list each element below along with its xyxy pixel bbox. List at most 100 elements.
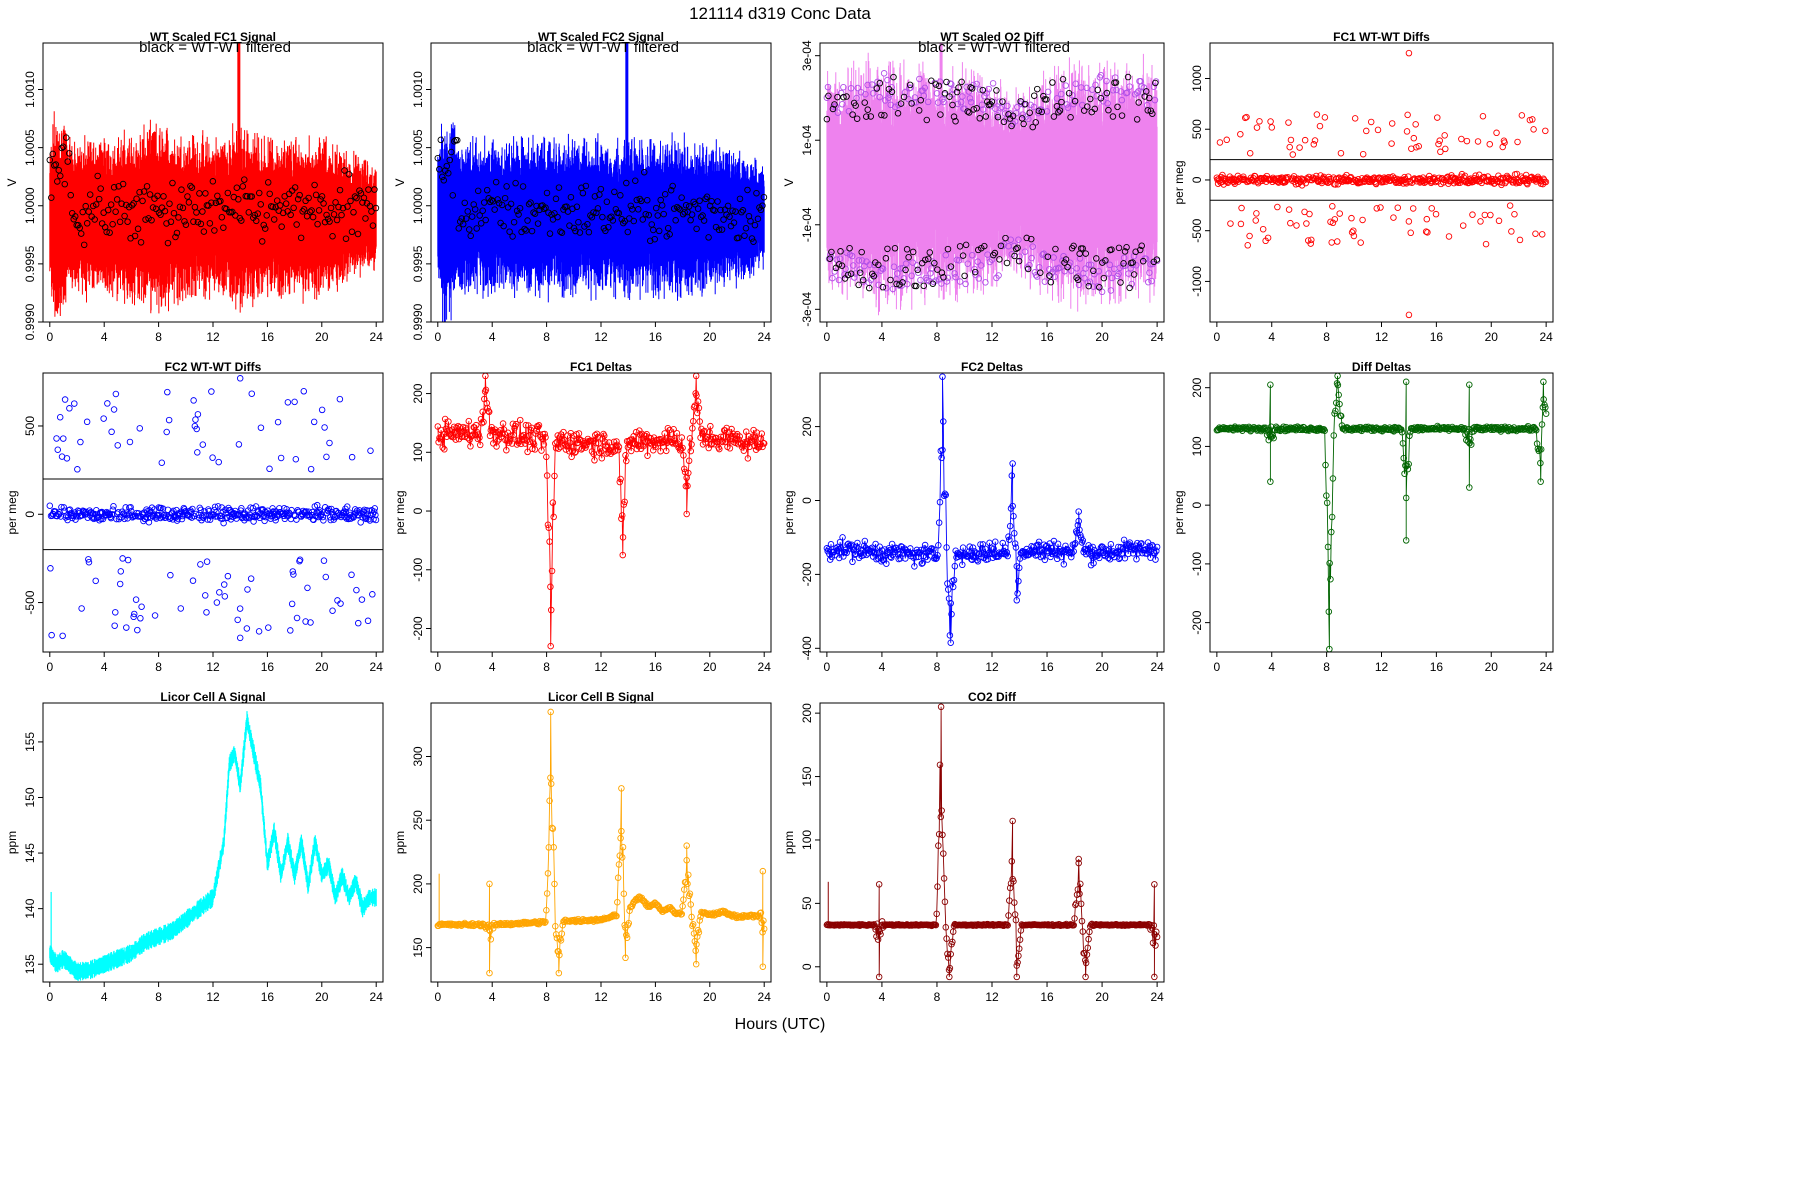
- data-point: [1071, 97, 1079, 105]
- data-point: [867, 113, 875, 120]
- data-point: [1029, 123, 1036, 131]
- data-point: [669, 182, 676, 190]
- data-point: [1350, 232, 1358, 240]
- data-point: [951, 562, 959, 570]
- data-point: [685, 469, 692, 477]
- data-point: [831, 101, 838, 108]
- data-point: [544, 521, 552, 529]
- data-point: [883, 284, 890, 292]
- data-point: [1114, 103, 1121, 111]
- data-point: [54, 178, 61, 185]
- data-point: [1516, 236, 1524, 244]
- data-point: [756, 914, 763, 921]
- data-point: [703, 193, 711, 201]
- y-tick-label: 1.0010: [23, 71, 37, 108]
- data-point: [501, 430, 508, 438]
- x-tick-label: 4: [879, 660, 886, 674]
- data-point: [866, 261, 874, 268]
- data-point: [888, 540, 896, 548]
- y-tick-label: -500: [1190, 218, 1204, 242]
- data-point: [1046, 272, 1053, 279]
- data-point: [673, 429, 681, 437]
- data-point: [1518, 112, 1526, 119]
- data-point: [751, 221, 759, 229]
- y-tick-label: 1.0000: [23, 187, 37, 224]
- data-point: [215, 458, 222, 466]
- data-point: [976, 86, 984, 93]
- data-point: [667, 186, 675, 194]
- data-point: [245, 209, 253, 216]
- plot-area: [46, 43, 380, 317]
- data-point: [1038, 108, 1046, 116]
- data-point: [178, 515, 186, 523]
- data-point: [942, 491, 950, 499]
- data-point: [890, 73, 897, 81]
- data-point: [1106, 261, 1114, 269]
- data-point: [688, 913, 695, 921]
- data-point: [947, 599, 954, 607]
- data-point: [503, 183, 510, 190]
- data-point: [307, 465, 315, 473]
- data-point: [134, 626, 141, 634]
- panel-title: FC1 WT-WT Diffs: [1333, 30, 1430, 44]
- data-point: [164, 239, 172, 247]
- data-point: [362, 515, 370, 523]
- data-point: [944, 950, 951, 958]
- data-point: [682, 878, 690, 886]
- data-point: [686, 435, 694, 442]
- data-point: [533, 427, 540, 435]
- data-point: [623, 457, 630, 465]
- y-tick-label: 0: [800, 497, 814, 504]
- data-point: [1019, 111, 1027, 118]
- data-point: [1070, 548, 1077, 555]
- data-point: [1082, 973, 1089, 981]
- data-point: [627, 447, 635, 455]
- data-point: [1124, 89, 1131, 96]
- data-point: [173, 229, 181, 237]
- data-point: [475, 431, 482, 438]
- data-point: [497, 426, 504, 434]
- data-point: [717, 206, 724, 214]
- data-point: [476, 212, 483, 219]
- data-point: [1005, 533, 1012, 540]
- data-point: [994, 113, 1002, 121]
- data-point: [738, 208, 745, 216]
- data-point: [760, 917, 767, 924]
- data-point: [1357, 239, 1364, 246]
- data-point: [1009, 817, 1016, 825]
- data-point: [630, 217, 638, 225]
- data-point: [986, 258, 994, 266]
- x-tick-label: 16: [261, 660, 275, 674]
- data-point: [875, 261, 882, 269]
- data-point: [988, 98, 996, 105]
- data-point: [109, 220, 116, 228]
- y-tick-label: -200: [1190, 610, 1204, 634]
- data-point: [108, 510, 116, 518]
- data-point: [52, 161, 60, 168]
- data-point: [852, 102, 859, 109]
- data-point: [938, 269, 946, 276]
- data-point: [1053, 555, 1061, 563]
- data-point: [552, 195, 560, 203]
- data-point: [693, 225, 700, 233]
- data-point: [143, 183, 151, 190]
- data-point: [623, 179, 630, 187]
- data-point: [453, 137, 461, 144]
- data-point: [619, 843, 627, 851]
- x-tick-label: 16: [1040, 990, 1054, 1004]
- data-point: [613, 438, 620, 445]
- data-point: [232, 511, 240, 518]
- data-point: [1472, 172, 1479, 179]
- data-point: [1359, 216, 1366, 224]
- data-point: [509, 233, 516, 240]
- data-point: [1442, 145, 1449, 153]
- data-point: [936, 761, 944, 769]
- data-point: [824, 83, 832, 91]
- y-tick-label: -1e-04: [800, 207, 814, 242]
- data-point: [452, 436, 460, 443]
- data-point: [828, 248, 835, 256]
- data-point: [736, 433, 743, 440]
- y-tick-label: 50: [800, 896, 814, 910]
- data-point: [327, 204, 335, 212]
